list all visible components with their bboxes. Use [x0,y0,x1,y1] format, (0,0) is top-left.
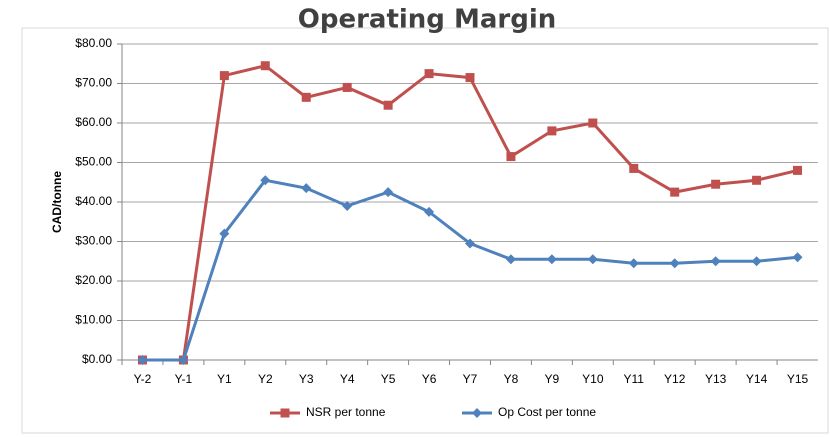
data-point [219,228,230,239]
data-point [342,200,353,211]
x-tick-label: Y2 [258,372,273,386]
data-point [137,355,148,365]
x-tick-label: Y-2 [134,372,152,386]
y-axis-label: CAD/tonne [50,171,64,233]
x-tick-label: Y1 [217,372,232,386]
x-tick-label: Y12 [664,372,686,386]
y-tick-label: $60.00 [75,115,112,129]
data-point [588,118,598,128]
data-point [383,100,393,110]
data-point [219,71,229,81]
data-point [342,82,352,92]
x-tick-label: Y5 [381,372,396,386]
data-point [424,206,435,217]
data-point [383,187,394,198]
y-tick-label: $0.00 [82,352,112,366]
x-tick-label: Y10 [582,372,604,386]
data-point [301,92,311,102]
data-point [546,254,557,265]
data-point [793,165,803,175]
y-tick-label: $30.00 [75,234,112,248]
data-point [710,256,721,267]
x-tick-label: Y7 [463,372,478,386]
x-tick-label: Y11 [624,372,645,386]
data-point [752,175,762,185]
x-tick-label: Y8 [504,372,519,386]
x-tick-label: Y15 [787,372,809,386]
x-tick-label: Y14 [746,372,768,386]
data-point [505,254,516,265]
legend-label: NSR per tonne [306,405,386,419]
data-point [711,179,721,189]
data-point [751,256,762,267]
data-point [424,69,434,79]
data-point [628,258,639,269]
y-tick-label: $50.00 [75,155,112,169]
data-point [547,126,557,136]
data-point [506,152,516,162]
y-tick-label: $10.00 [75,313,112,327]
y-tick-label: $40.00 [75,194,112,208]
y-tick-label: $70.00 [75,76,112,90]
chart-frame [21,27,829,434]
y-tick-label: $80.00 [75,36,112,50]
x-tick-label: Y13 [705,372,727,386]
data-point [178,355,189,365]
data-point [629,163,639,173]
data-point [465,238,475,249]
legend-marker [280,408,290,418]
x-tick-label: Y6 [422,372,437,386]
data-point [301,183,312,194]
data-point [669,258,680,269]
data-point [670,187,680,197]
data-point [260,61,270,71]
legend-label: Op Cost per tonne [498,405,596,419]
x-tick-label: Y9 [545,372,560,386]
data-point [792,252,803,263]
data-point [465,73,475,83]
x-tick-label: Y-1 [175,372,193,386]
chart-title: Operating Margin [298,5,557,35]
x-tick-label: Y3 [299,372,314,386]
x-tick-label: Y4 [340,372,355,386]
legend-marker [472,408,482,418]
y-tick-label: $20.00 [75,273,112,287]
data-point [260,175,271,186]
data-point [587,254,598,265]
